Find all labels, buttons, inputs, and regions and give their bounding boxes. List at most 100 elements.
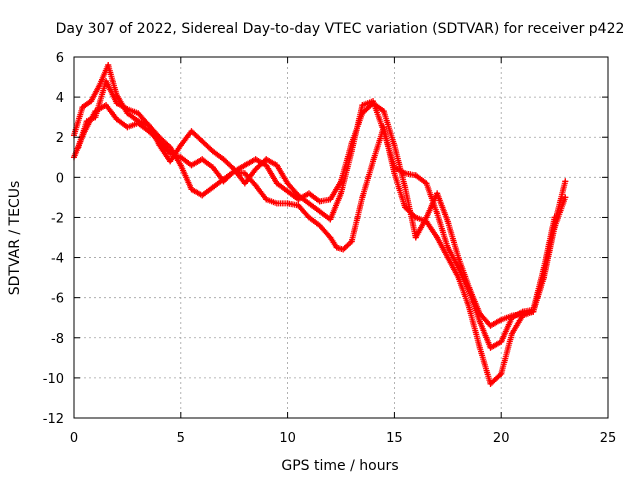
y-tick-labels: -12 -10 -8 -6 -4 -2 0 2 4 6 — [43, 51, 64, 427]
series-path — [75, 78, 569, 329]
x-tick-label: 10 — [279, 431, 296, 446]
data-point — [412, 234, 419, 241]
data-point — [124, 124, 131, 131]
data-point — [273, 200, 280, 207]
data-point — [209, 164, 216, 171]
data-point — [508, 330, 515, 337]
data-point — [284, 200, 291, 207]
data-point — [412, 214, 419, 221]
data-point — [284, 180, 291, 187]
data-point — [380, 108, 387, 115]
data-point — [135, 110, 142, 117]
data-point — [370, 158, 377, 165]
data-point — [476, 318, 483, 325]
x-tick-label: 0 — [70, 431, 78, 446]
data-point — [551, 220, 558, 227]
data-point — [348, 238, 355, 245]
data-point — [113, 116, 120, 123]
data-point — [263, 162, 270, 169]
data-point — [340, 246, 347, 253]
data-point — [487, 380, 494, 387]
data-point — [316, 208, 323, 215]
data-point — [295, 196, 302, 203]
data-point — [434, 190, 441, 197]
data-point — [241, 180, 248, 187]
data-point — [167, 144, 174, 151]
data-point — [273, 162, 280, 169]
data-point — [498, 370, 505, 377]
x-tick-label: 5 — [177, 431, 185, 446]
grid-lines — [74, 57, 608, 418]
series-markers — [75, 78, 569, 329]
data-point — [519, 310, 526, 317]
data-point — [305, 214, 312, 221]
data-point — [338, 190, 344, 197]
data-point — [316, 222, 323, 229]
y-tick-label: 0 — [56, 171, 64, 186]
data-point — [444, 218, 451, 225]
data-point — [338, 178, 344, 185]
data-point — [487, 344, 494, 351]
data-points — [71, 62, 569, 387]
data-point — [156, 142, 163, 149]
data-point — [444, 254, 451, 261]
data-point — [209, 148, 216, 155]
series-path — [71, 62, 558, 351]
data-point — [412, 172, 419, 179]
data-point — [466, 284, 473, 291]
data-point — [103, 78, 110, 85]
data-point — [327, 196, 334, 203]
data-point — [530, 308, 537, 315]
data-point — [391, 170, 398, 177]
data-point — [402, 184, 409, 191]
data-point — [103, 102, 110, 109]
data-point — [252, 182, 259, 189]
data-point — [434, 234, 441, 241]
y-tick-label: -10 — [43, 372, 64, 387]
series-markers — [71, 62, 558, 351]
data-point — [177, 162, 184, 169]
data-point — [327, 216, 334, 223]
data-point — [476, 344, 483, 351]
axis-tick-marks — [73, 56, 609, 419]
data-point — [79, 104, 86, 111]
y-tick-label: -6 — [51, 292, 64, 307]
data-point — [75, 144, 82, 151]
data-point — [105, 62, 112, 69]
x-tick-label: 25 — [600, 431, 617, 446]
data-point — [113, 100, 120, 107]
data-point — [209, 184, 216, 191]
x-tick-label: 20 — [493, 431, 510, 446]
data-point — [241, 162, 248, 169]
data-point — [380, 128, 387, 135]
data-point — [466, 304, 473, 311]
data-point — [359, 102, 366, 109]
data-point — [540, 270, 547, 277]
data-point — [423, 214, 430, 221]
data-point — [316, 198, 323, 205]
y-tick-label: -8 — [51, 332, 64, 347]
data-point — [188, 162, 195, 169]
data-point — [391, 142, 398, 149]
data-point — [359, 110, 366, 117]
data-point — [241, 170, 248, 177]
data-point — [498, 338, 505, 345]
x-tick-label: 15 — [386, 431, 403, 446]
y-tick-label: -12 — [43, 412, 64, 427]
y-tick-label: -2 — [51, 211, 64, 226]
y-tick-label: 2 — [56, 131, 64, 146]
chart-title: Day 307 of 2022, Sidereal Day-to-day VTE… — [56, 21, 625, 37]
data-point — [252, 166, 259, 173]
plot-frame — [73, 56, 609, 419]
x-tick-labels: 0 5 10 15 20 25 — [70, 431, 616, 446]
data-point — [348, 140, 355, 147]
data-point — [199, 138, 206, 145]
data-point — [273, 180, 280, 187]
data-point — [83, 118, 90, 125]
data-point — [476, 310, 483, 317]
data-point — [135, 118, 142, 125]
data-point — [92, 114, 99, 121]
y-tick-label: 6 — [56, 51, 64, 66]
data-point — [508, 312, 515, 319]
